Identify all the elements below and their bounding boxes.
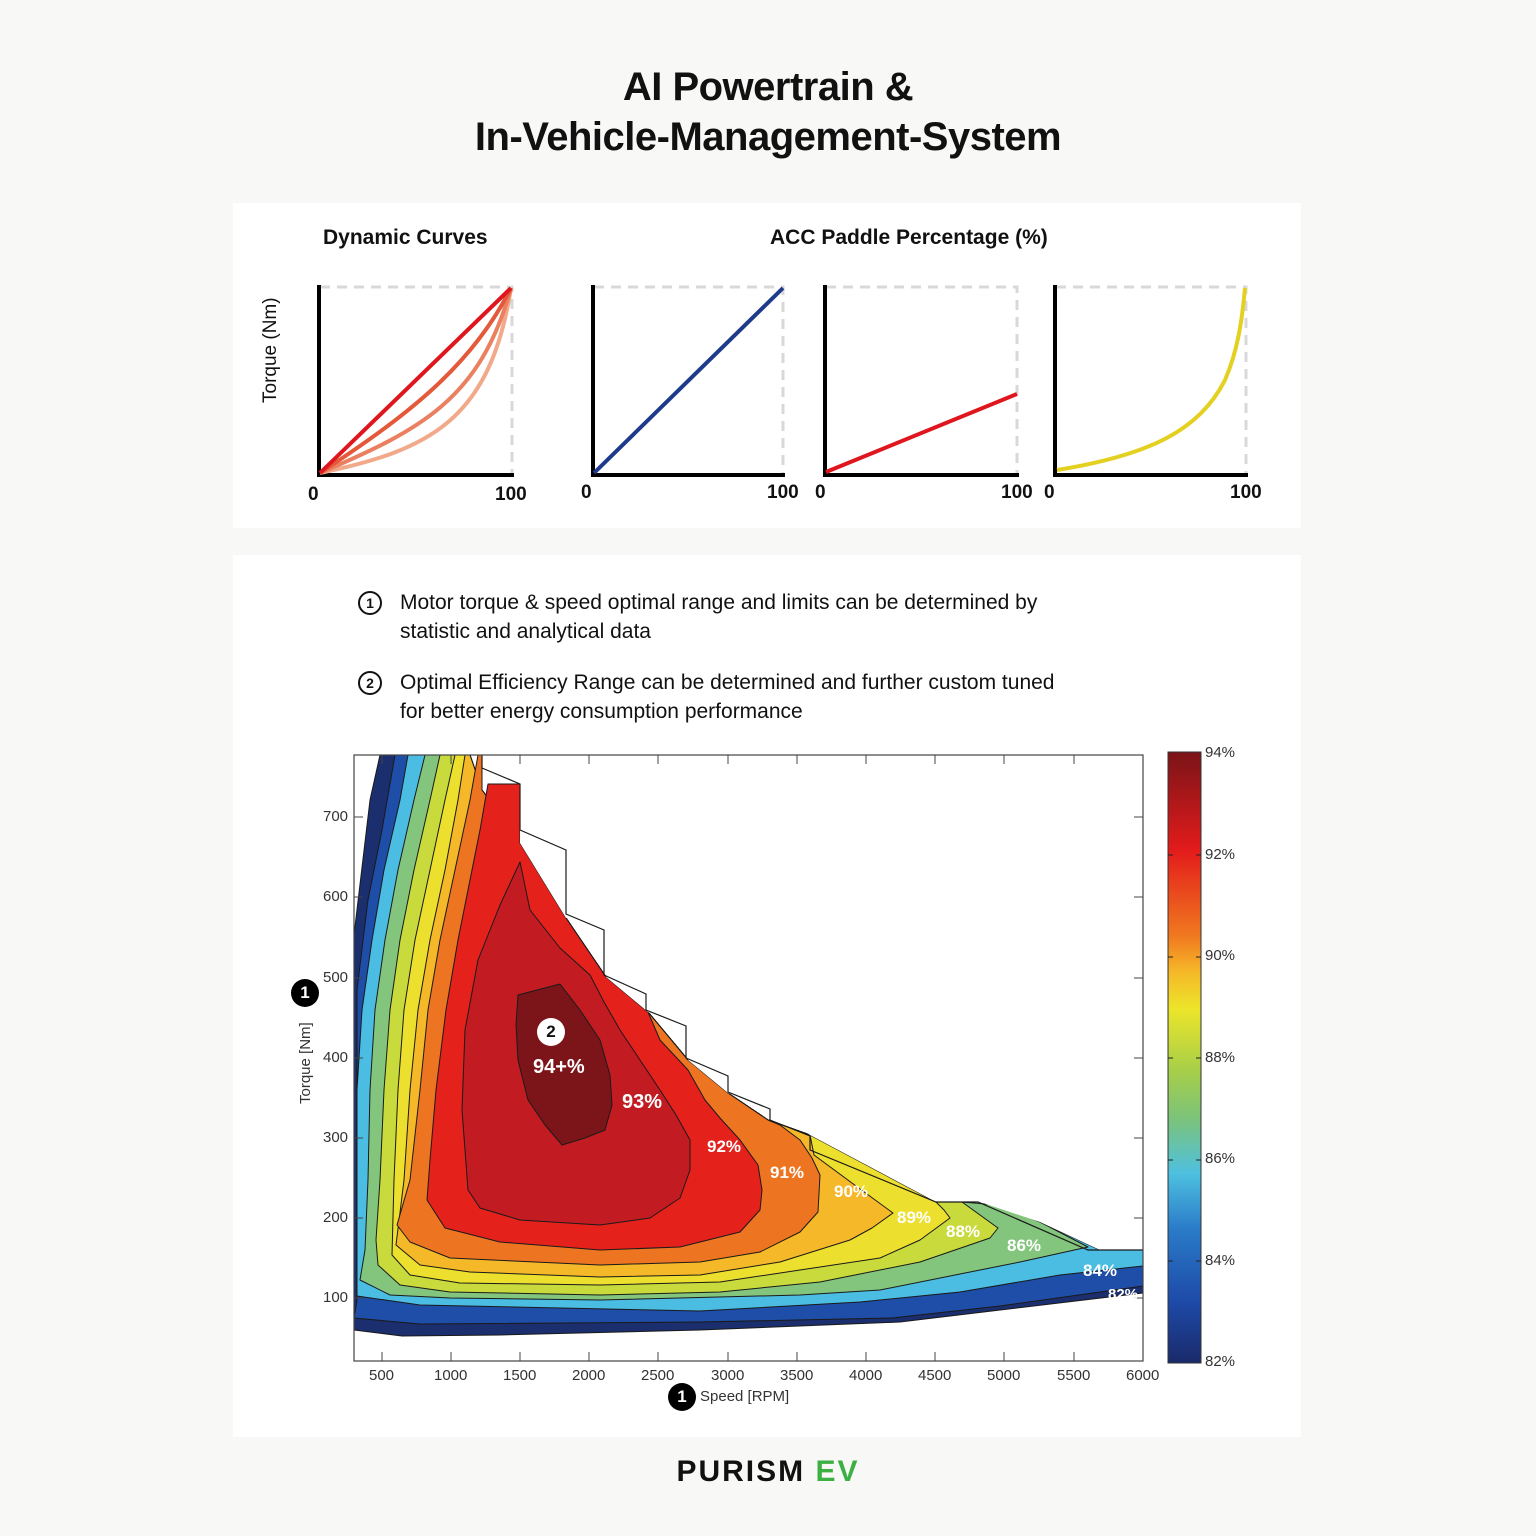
brand-logo: PURISM EV [0, 1455, 1536, 1489]
label-89: 89% [897, 1208, 932, 1227]
note-number-badge: 2 [358, 671, 382, 695]
x-max-label: 100 [495, 484, 527, 505]
x-tick: 6000 [1126, 1367, 1160, 1384]
note-number-badge: 1 [358, 591, 382, 615]
label-92: 92% [707, 1137, 742, 1156]
brand-suffix: EV [815, 1455, 860, 1488]
colorbar-tick: 84% [1205, 1252, 1236, 1269]
x-min-label: 0 [815, 482, 826, 503]
colorbar-tick: 88% [1205, 1049, 1236, 1066]
y-tick: 600 [323, 888, 349, 905]
colorbar-tick: 86% [1205, 1150, 1236, 1167]
x-axis-label: Speed [RPM] [700, 1388, 790, 1405]
x-max-label: 100 [767, 482, 799, 503]
label-91: 91% [770, 1163, 805, 1182]
title-line-1: AI Powertrain & [622, 65, 914, 109]
x-tick: 500 [369, 1367, 395, 1384]
y-tick: 300 [323, 1129, 349, 1146]
note-line: statistic and analytical data [400, 620, 651, 643]
x-tick: 1000 [434, 1367, 468, 1384]
page-title: AI Powertrain & In-Vehicle-Management-Sy… [0, 62, 1536, 162]
note-line: Optimal Efficiency Range can be determin… [400, 671, 1055, 694]
y-tick: 100 [323, 1289, 349, 1306]
y-tick: 500 [323, 969, 349, 986]
optimal-range-badge: 2 [537, 1018, 565, 1046]
colorbar-tick: 90% [1205, 947, 1236, 964]
y-tick: 400 [323, 1049, 349, 1066]
acc-paddle-title: ACC Paddle Percentage (%) [770, 226, 1048, 249]
y-tick: 700 [323, 808, 349, 825]
blue-linear-chart [591, 285, 785, 477]
x-max-label: 100 [1001, 482, 1033, 503]
label-88: 88% [946, 1222, 981, 1241]
label-86: 86% [1007, 1236, 1042, 1255]
x-tick: 5500 [1057, 1367, 1091, 1384]
red-linear-chart [823, 285, 1019, 477]
x-tick: 2500 [641, 1367, 675, 1384]
label-90: 90% [834, 1182, 869, 1201]
brand-name: PURISM [676, 1455, 806, 1488]
label-84: 84% [1083, 1261, 1118, 1280]
mini-charts [317, 285, 1248, 477]
x-tick: 4000 [849, 1367, 883, 1384]
y-axis-label: Torque [Nm] [297, 1022, 314, 1104]
x-min-label: 0 [1044, 482, 1055, 503]
x-min-label: 0 [581, 482, 592, 503]
colorbar-tick: 92% [1205, 846, 1236, 863]
label-93: 93% [622, 1091, 663, 1113]
x-max-label: 100 [1230, 482, 1262, 503]
x-tick: 2000 [572, 1367, 606, 1384]
yellow-exp-chart [1053, 285, 1248, 477]
label-82: 82% [1108, 1286, 1139, 1303]
x-min-label: 0 [308, 484, 319, 505]
title-line-2: In-Vehicle-Management-System [474, 115, 1062, 159]
colorbar-tick: 82% [1205, 1353, 1236, 1370]
note-line: Motor torque & speed optimal range and l… [400, 591, 1038, 614]
x-tick: 1500 [503, 1367, 537, 1384]
x-tick: 4500 [918, 1367, 952, 1384]
torque-badge: 1 [291, 979, 319, 1007]
note-line: for better energy consumption performanc… [400, 700, 803, 723]
label-94: 94+% [533, 1056, 585, 1078]
speed-badge: 1 [668, 1383, 696, 1411]
x-tick: 3000 [711, 1367, 745, 1384]
x-tick: 5000 [987, 1367, 1021, 1384]
dynamic-curves-chart [317, 285, 514, 477]
note-text: Motor torque & speed optimal range and l… [400, 588, 1037, 646]
x-tick: 3500 [780, 1367, 814, 1384]
colorbar-tick: 94% [1205, 744, 1236, 761]
dynamic-curves-title: Dynamic Curves [323, 226, 488, 249]
note-text: Optimal Efficiency Range can be determin… [400, 668, 1054, 726]
y-tick: 200 [323, 1209, 349, 1226]
